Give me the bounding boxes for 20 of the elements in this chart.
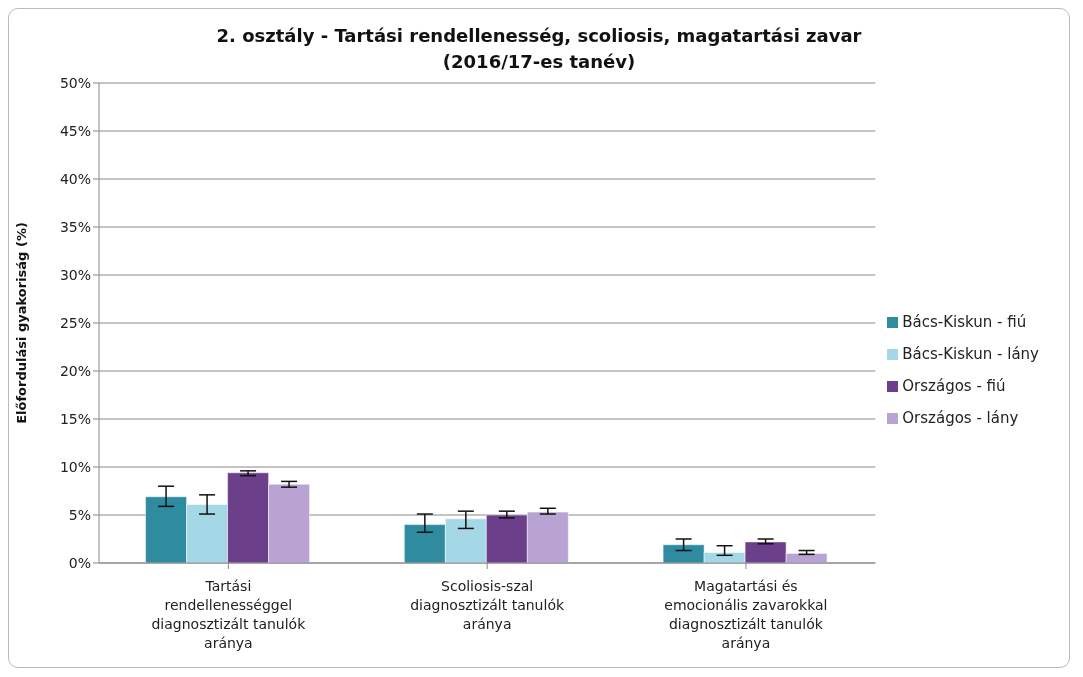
x-tick-label: Tartási rendellenességgel diagnosztizált tanulók aránya [151,578,307,651]
y-tick-label: 45% [59,122,91,139]
y-tick-label: 50% [59,74,91,91]
y-tick-label: 30% [59,266,91,283]
chart-title: 2. osztály - Tartási rendellenesség, scoliosis, magatartási zavar (2016/17-es tanév) [215,24,863,74]
x-tick-label: Magatartási és emocionális zavarokkal diagnosztizált tanulók aránya [664,578,828,651]
x-tick-label: Scoliosis-szal diagnosztizált tanulók aránya [410,578,565,632]
y-tick-label: 5% [68,506,91,523]
y-tick-label: 35% [59,218,91,235]
legend-label: Bács-Kiskun - fiú [902,313,1027,331]
legend-label: Országos - lány [902,409,1019,427]
y-axis-title: Előfordulási gyakoriság (%) [13,222,29,424]
y-tick-label: 15% [59,410,91,427]
y-tick-label: 25% [59,314,91,331]
y-tick-label: 40% [59,170,91,187]
y-tick-label: 10% [59,458,91,475]
legend-label: Országos - fiú [902,377,1006,395]
legend-label: Bács-Kiskun - lány [902,345,1039,363]
y-tick-label: 0% [68,554,91,571]
y-tick-label: 20% [59,362,91,379]
